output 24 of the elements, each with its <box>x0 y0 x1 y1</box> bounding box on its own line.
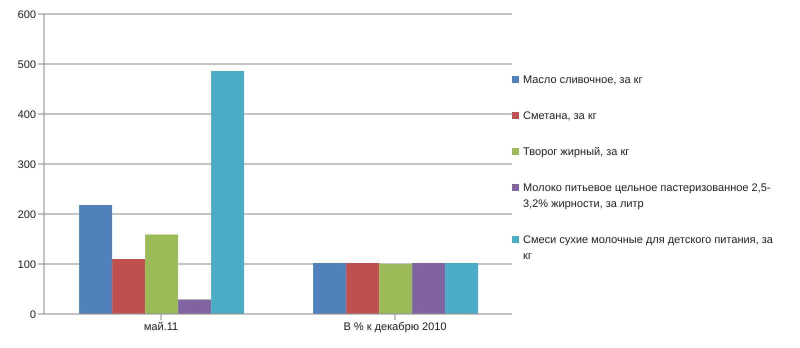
bar <box>379 264 412 314</box>
y-tick-label: 600 <box>18 8 36 21</box>
bar <box>412 263 446 314</box>
bar <box>145 234 178 314</box>
bar <box>178 300 212 314</box>
y-tick-label: 100 <box>18 258 36 271</box>
bar <box>79 205 112 314</box>
bar <box>112 259 146 314</box>
y-tick-label: 400 <box>18 108 36 121</box>
legend-label: Масло сливочное, за кг <box>523 73 642 88</box>
legend-label: Молоко питьевое цельное пастеризованное 2,5-3,2% жирности, за литр <box>523 181 772 212</box>
x-tick-label: май.11 <box>144 320 178 333</box>
bar <box>313 263 346 314</box>
x-tick-label: В % к декабрю 2010 <box>343 320 447 333</box>
legend-label: Творог жирный, за кг <box>523 145 630 160</box>
legend-label: Сметана, за кг <box>523 109 597 124</box>
y-tick-label: 200 <box>18 208 36 221</box>
bar <box>445 263 478 314</box>
y-tick-label: 0 <box>30 308 36 321</box>
bar <box>211 71 244 314</box>
y-tick-label: 300 <box>18 158 36 171</box>
legend-label: Смеси сухие молочные для детского питания, за кг <box>523 233 774 264</box>
bar <box>346 263 380 314</box>
y-tick-label: 500 <box>18 58 36 71</box>
